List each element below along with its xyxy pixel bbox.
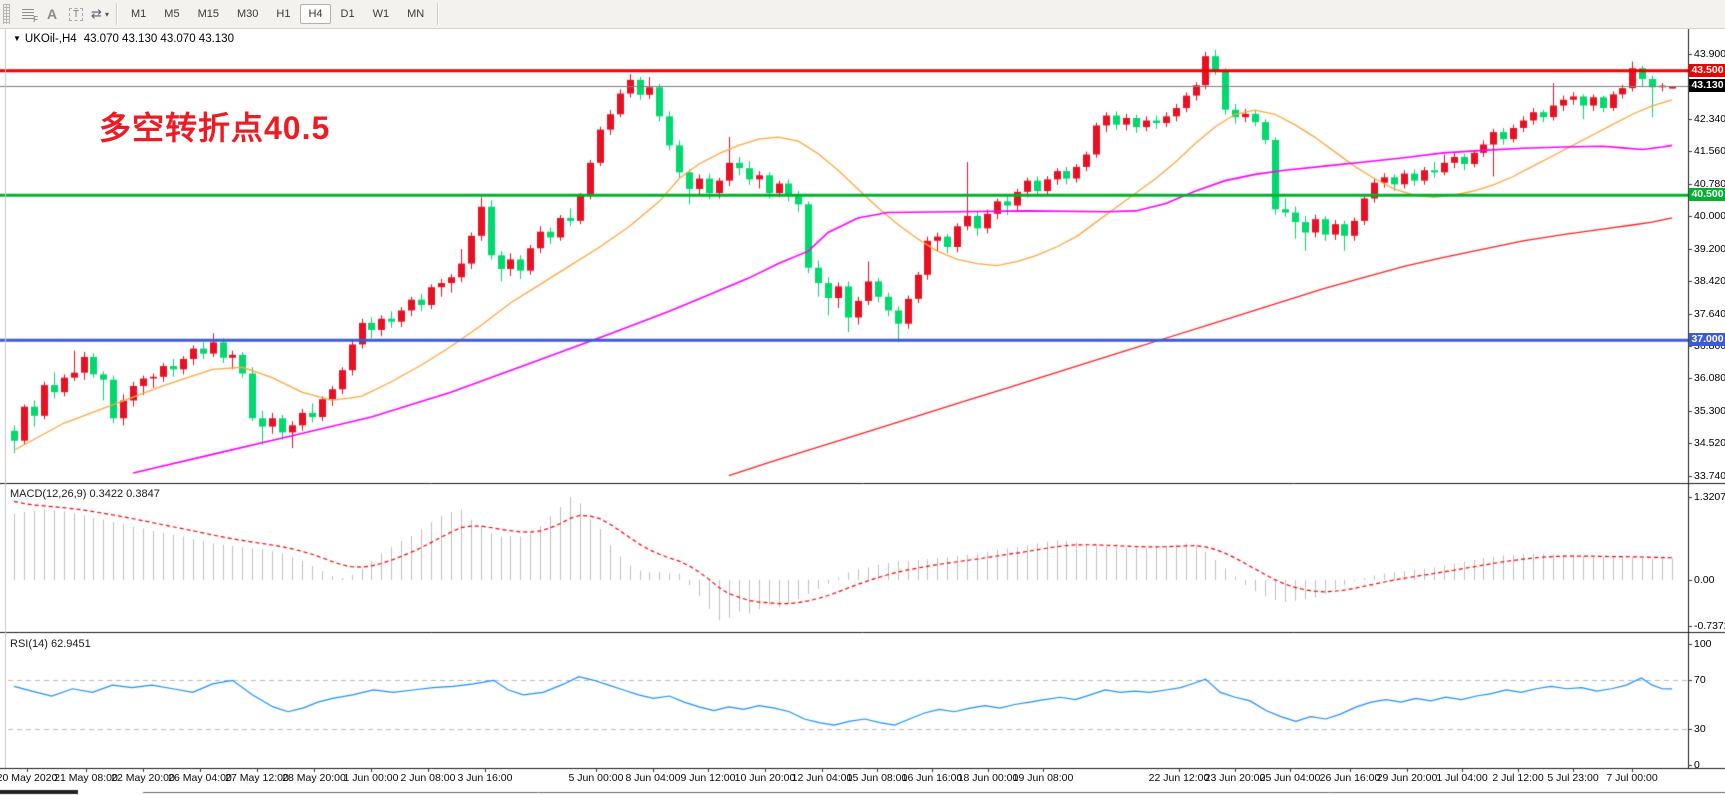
macd-axis-label: 0.00 [1694,573,1715,586]
macd-indicator-label: MACD(12,26,9) 0.3422 0.3847 [10,488,160,500]
tf-button-m1[interactable]: M1 [123,4,154,24]
price-axis-label: 37.640 [1694,307,1725,320]
current-price-badge: 43.130 [1689,79,1725,93]
date-axis-label: 10 Jun 20:00 [734,772,796,784]
date-axis-label: 22 Jun 12:00 [1148,772,1210,784]
price-axis-label: 38.420 [1694,275,1725,288]
collapse-triangle-icon[interactable]: ▼ [13,34,21,43]
price-axis-label: 36.080 [1694,372,1725,385]
date-axis-label: 26 Jun 16:00 [1319,772,1381,784]
price-axis-label: 34.520 [1694,437,1725,450]
tf-button-m30[interactable]: M30 [229,4,266,24]
date-axis-label: 1 Jun 00:00 [343,772,399,784]
rsi-axis-label: 30 [1694,722,1706,735]
toolbar-drag-grip[interactable] [3,4,10,24]
tf-button-mn[interactable]: MN [399,4,432,24]
price-axis-label: 42.340 [1694,112,1725,125]
text-box-icon[interactable]: T [64,3,88,25]
price-axis-label: 43.900 [1694,48,1725,61]
symbol-period-text: UKOil-,H4 [24,33,77,45]
rsi-axis-label: 70 [1694,674,1706,687]
arrows-glyph: ⇄ [91,6,102,21]
toolbar: F A T ⇄ ▾ M1 M5 M15 M30 H1 H4 D1 W1 MN [0,0,1725,29]
arrows-tool-icon[interactable]: ⇄ ▾ [88,3,112,25]
date-axis-label: 26 May 04:00 [168,772,232,784]
ohlc-values-text: 43.070 43.130 43.070 43.130 [83,33,234,45]
date-axis-label: 8 Jun 04:00 [625,772,681,784]
text-box-glyph: T [68,7,84,21]
fibo-lines-glyph [22,8,34,20]
chevron-down-icon[interactable]: ▾ [104,9,109,19]
date-axis-label: 2 Jun 08:00 [400,772,456,784]
tf-button-d1[interactable]: D1 [333,4,363,24]
rsi-axis-label: 0 [1694,758,1700,771]
price-axis-label: 41.560 [1694,145,1725,158]
date-axis-label: 2 Jul 12:00 [1492,772,1544,784]
date-axis-label: 7 Jul 00:00 [1606,772,1658,784]
date-axis-label: 28 May 20:00 [282,772,346,784]
tf-button-h4[interactable]: H4 [300,4,331,24]
price-axis-label: 40.000 [1694,209,1725,222]
date-axis-label: 29 Jun 20:00 [1376,772,1438,784]
macd-axis-label: -0.7372 [1694,620,1725,633]
fibo-f-letter: F [33,15,38,24]
date-axis-label: 5 Jul 23:00 [1547,772,1599,784]
date-axis-label: 12 Jun 04:00 [791,772,853,784]
price-badge-43.500: 43.500 [1689,63,1725,77]
date-axis-label: 27 May 12:00 [225,772,289,784]
price-axis-label: 39.200 [1694,243,1725,256]
text-label-icon[interactable]: A [40,3,64,25]
date-axis-label: 16 Jun 16:00 [901,772,963,784]
toolbar-separator [116,3,118,25]
date-axis-label: 19 Jun 08:00 [1012,772,1074,784]
rsi-indicator-label: RSI(14) 62.9451 [10,638,91,650]
price-badge-40.500: 40.500 [1689,188,1725,202]
tf-button-m15[interactable]: M15 [190,4,227,24]
price-axis-label: 33.740 [1694,469,1725,482]
toolbar-separator [437,3,440,25]
tf-button-w1[interactable]: W1 [365,4,398,24]
price-badge-37.000: 37.000 [1689,333,1725,347]
date-axis-label: 3 Jun 16:00 [457,772,513,784]
timeframe-button-group: M1 M5 M15 M30 H1 H4 D1 W1 MN [122,4,433,24]
date-axis-label: 5 Jun 00:00 [568,772,624,784]
date-axis-label: 18 Jun 00:00 [957,772,1019,784]
date-axis-label: 20 May 2020 [0,772,58,784]
macd-axis-label: 1.3207 [1694,490,1725,503]
chart-symbol-title: ▼ UKOil-,H4 43.070 43.130 43.070 43.130 [13,33,234,45]
tf-button-m5[interactable]: M5 [156,4,187,24]
fibonacci-retracement-icon[interactable]: F [16,3,40,25]
date-axis-label: 21 May 08:00 [54,772,118,784]
date-axis-label: 25 Jun 04:00 [1259,772,1321,784]
tf-button-h1[interactable]: H1 [268,4,298,24]
price-axis-label: 40.780 [1694,177,1725,190]
date-axis-label: 15 Jun 08:00 [846,772,908,784]
date-axis-label: 23 Jun 20:00 [1204,772,1266,784]
date-axis-label: 9 Jun 12:00 [680,772,736,784]
date-axis-label: 22 May 20:00 [111,772,175,784]
price-axis-label: 35.300 [1694,404,1725,417]
chart-annotation-text: 多空转折点40.5 [99,110,331,146]
rsi-axis-label: 100 [1694,638,1712,650]
date-axis-label: 1 Jul 04:00 [1436,772,1488,784]
